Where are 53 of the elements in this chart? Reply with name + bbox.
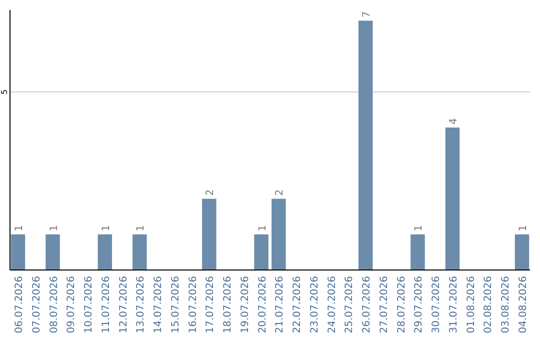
bar: [358, 20, 373, 270]
x-tick-label: 04.08.2026: [518, 276, 530, 334]
x-tick-label: 08.07.2026: [48, 276, 60, 334]
data-label: 1: [414, 225, 425, 232]
x-tick-label: 27.07.2026: [378, 276, 390, 334]
bar: [272, 198, 286, 270]
bar: [514, 234, 530, 270]
data-label: 7: [362, 11, 373, 18]
x-tick-label: 03.08.2026: [500, 276, 512, 334]
data-label: 1: [14, 225, 25, 232]
x-tick-label: 26.07.2026: [362, 276, 373, 334]
x-tick-label: 10.07.2026: [84, 276, 95, 334]
x-tick-label: 01.08.2026: [466, 276, 477, 334]
x-tick-label: 23.07.2026: [309, 276, 320, 334]
bar: [132, 234, 147, 270]
x-tick-label: 25.07.2026: [344, 276, 356, 334]
x-tick-label: 22.07.2026: [292, 276, 304, 334]
x-tick-label: 09.07.2026: [66, 276, 78, 334]
bar: [202, 198, 216, 270]
x-tick-label: 16.07.2026: [188, 276, 199, 334]
x-tick-label: 12.07.2026: [118, 276, 130, 334]
x-tick-label: 02.08.2026: [483, 276, 494, 334]
x-tick-label: 11.07.2026: [100, 276, 112, 334]
x-tick-label: 31.07.2026: [448, 276, 460, 334]
x-tick-label: 19.07.2026: [240, 276, 251, 334]
x-tick-label: 07.07.2026: [31, 276, 42, 334]
data-label: 1: [48, 225, 60, 232]
x-tick-label: 06.07.2026: [14, 276, 25, 334]
bar: [10, 234, 26, 270]
data-label: 1: [136, 225, 147, 232]
x-tick-label: 30.07.2026: [431, 276, 442, 334]
data-label: 2: [274, 189, 286, 196]
x-tick-label: 15.07.2026: [170, 276, 182, 334]
y-tick-label: 5: [0, 89, 9, 94]
x-tick-label: 20.07.2026: [257, 276, 268, 334]
x-tick-label: 18.07.2026: [222, 276, 234, 334]
x-tick-label: 17.07.2026: [205, 276, 216, 334]
x-tick-label: 28.07.2026: [396, 276, 408, 334]
x-tick-label: 24.07.2026: [326, 276, 338, 334]
data-label: 4: [448, 118, 460, 125]
bar: [254, 234, 268, 270]
data-label: 2: [205, 189, 216, 196]
x-tick-label: 14.07.2026: [153, 276, 164, 334]
x-tick-label: 29.07.2026: [414, 276, 425, 334]
data-label: 1: [518, 225, 530, 232]
x-tick-label: 13.07.2026: [136, 276, 147, 334]
data-label: 1: [100, 225, 112, 232]
bar: [445, 128, 460, 270]
bar: [46, 234, 60, 270]
bar: [98, 234, 112, 270]
bar: [410, 234, 425, 270]
data-label: 1: [257, 225, 268, 232]
x-tick-label: 21.07.2026: [274, 276, 286, 334]
